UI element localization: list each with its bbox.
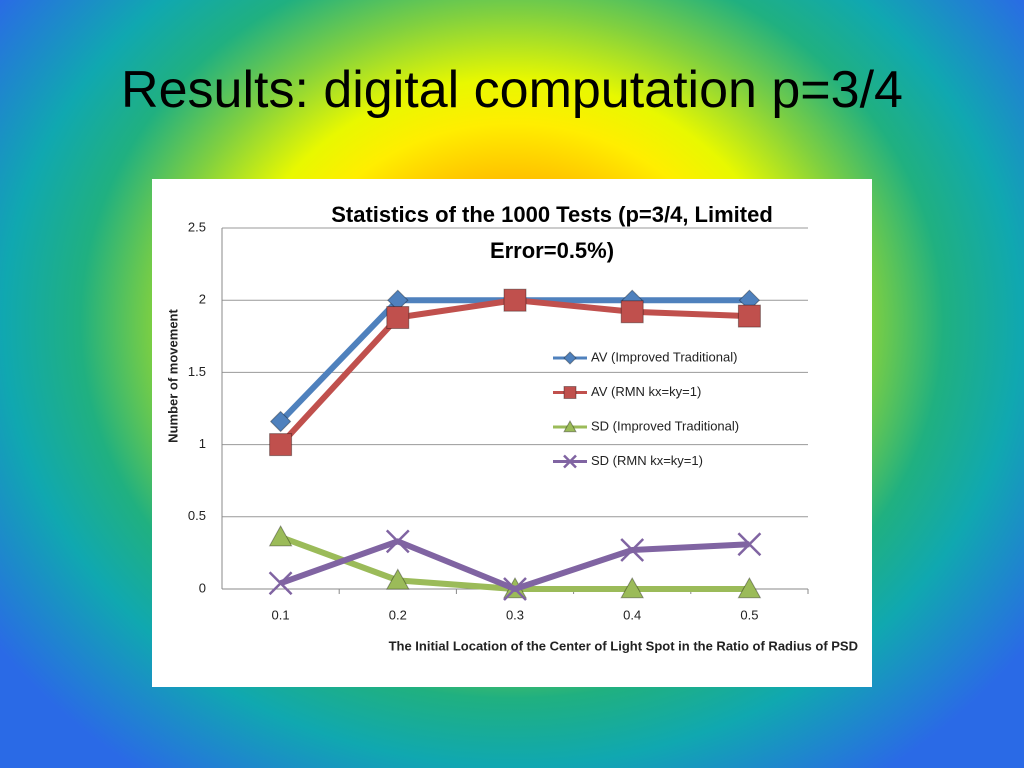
- data-point: [268, 524, 293, 547]
- legend-marker: [563, 351, 577, 365]
- chart-title: Statistics of the 1000 Tests (p=3/4, Lim…: [331, 202, 773, 263]
- data-point: [269, 433, 293, 457]
- legend-label: AV (Improved Traditional): [591, 349, 737, 364]
- x-tick-label: 0.2: [389, 607, 407, 622]
- data-point: [385, 568, 410, 590]
- x-tick-label: 0.4: [623, 607, 641, 622]
- chart: 0 0.5 1 1.5 2 2.5 0.1 0.2 0.3 0.4 0.5 The Initial L…: [165, 219, 858, 653]
- y-tick-label: 1.5: [188, 364, 206, 379]
- y-tick-label: 2: [199, 292, 206, 307]
- legend-marker: [563, 386, 577, 399]
- legend-label: SD (RMN kx=ky=1): [591, 453, 703, 468]
- legend-marker: [563, 419, 577, 433]
- legend-marker: [563, 454, 577, 469]
- data-point: [268, 571, 293, 596]
- data-point: [503, 577, 527, 601]
- data-point: [620, 300, 644, 324]
- data-point: [503, 288, 527, 312]
- data-point: [737, 304, 761, 328]
- data-point: [737, 532, 762, 557]
- data-point: [385, 529, 410, 554]
- x-tick-label: 0.5: [740, 607, 758, 622]
- x-tick-label: 0.1: [272, 607, 290, 622]
- y-tick-label: 1: [199, 436, 206, 451]
- legend-label: AV (RMN kx=ky=1): [591, 384, 701, 399]
- data-point: [386, 306, 410, 330]
- data-point: [737, 576, 762, 599]
- y-tick-label: 2.5: [188, 219, 206, 234]
- chart-area: 0 0.5 1 1.5 2 2.5 0.1 0.2 0.3 0.4 0.5 The Initial L…: [152, 179, 872, 687]
- data-point: [620, 538, 645, 562]
- y-tick-label: 0.5: [188, 508, 206, 523]
- x-axis-label: The Initial Location of the Center of Li…: [389, 638, 858, 653]
- data-point: [269, 410, 292, 433]
- legend-label: SD (Improved Traditional): [591, 418, 739, 433]
- data-point: [620, 576, 645, 599]
- x-tick-label: 0.3: [506, 607, 524, 622]
- y-tick-label: 0: [199, 580, 206, 595]
- y-axis-label: Number of movement: [165, 309, 180, 443]
- slide-title: Results: digital computation p=3/4: [121, 61, 903, 119]
